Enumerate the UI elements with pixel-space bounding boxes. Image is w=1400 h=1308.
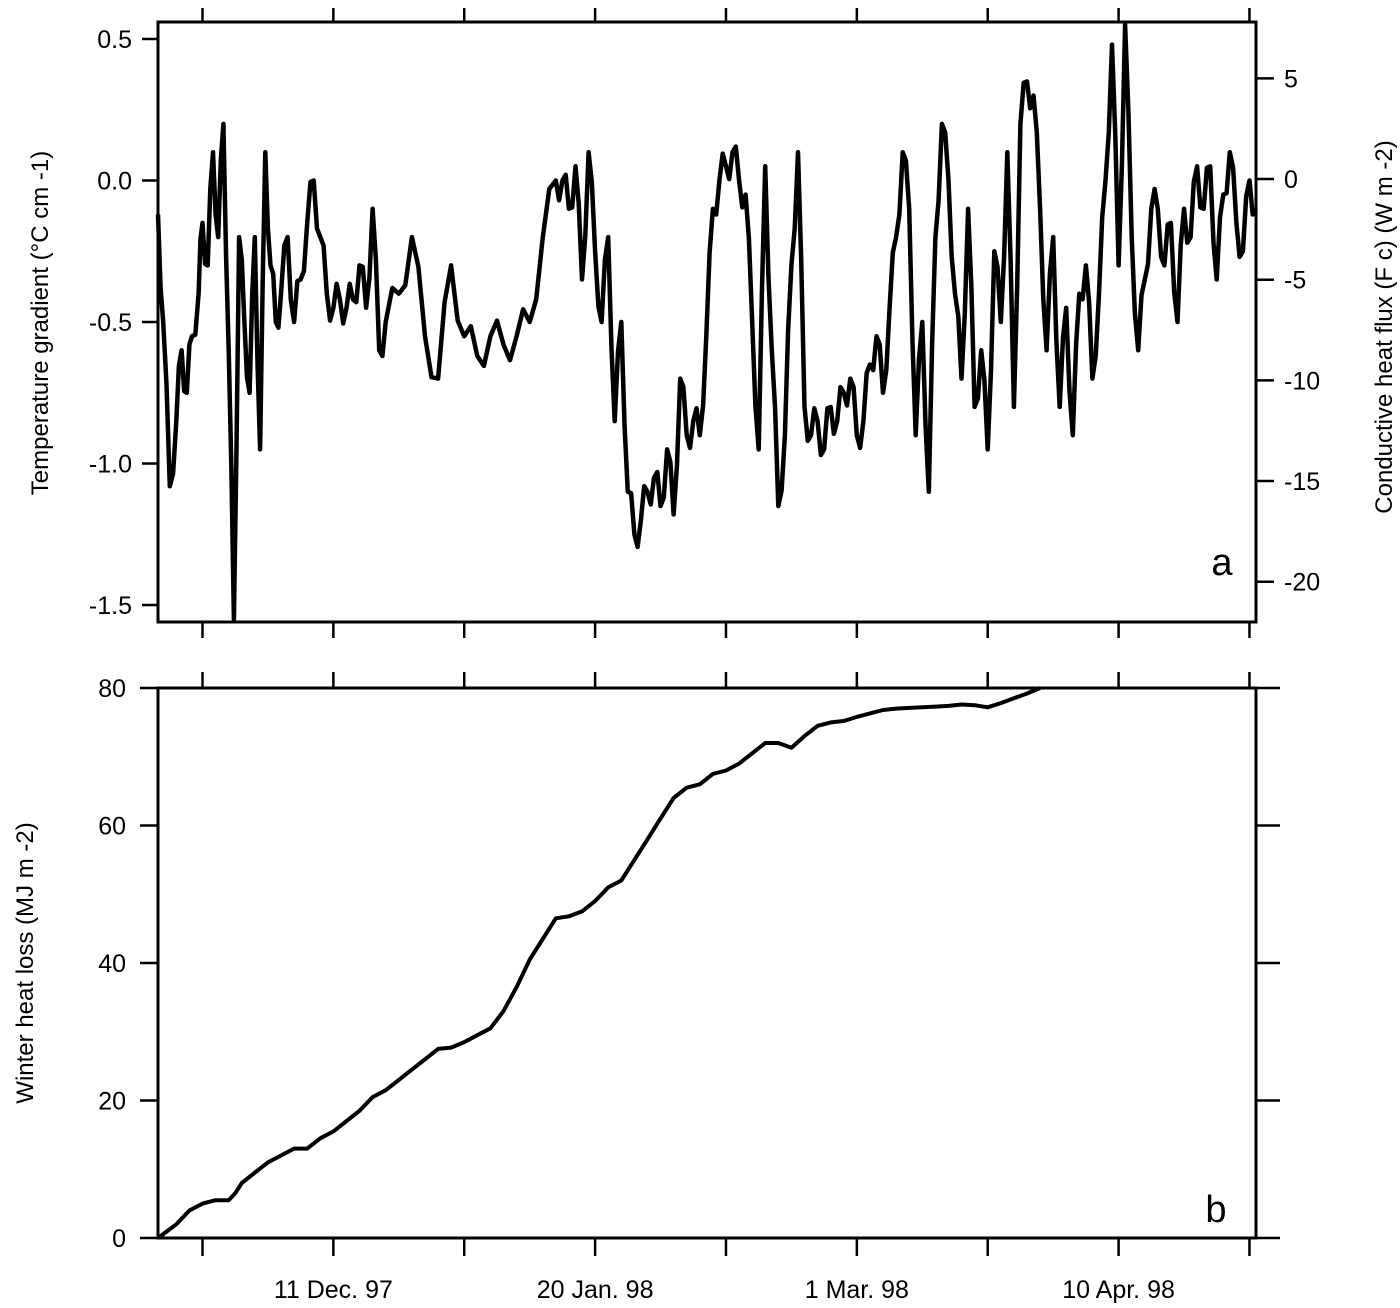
panel-a-left-y-axis: 0.5 0.0 -0.5 -1.0 -1.5 [89,26,158,620]
y-right-tick-label: -15 [1284,468,1320,496]
y-tick-label: -1.5 [89,592,132,620]
y-tick-label: -1.0 [89,451,132,479]
panel-b-frame [156,686,1258,1240]
y-tick-label: 0.5 [97,26,132,54]
y-tick-label: -0.5 [89,309,132,337]
panel-b-top-x-ticks [201,672,1251,688]
y-tick-label: 0 [112,1225,126,1253]
y-right-tick-label: -10 [1284,367,1320,395]
panel-a-right-axis-title: Conductive heat flux (F c) (W m -2) [1371,140,1398,513]
temperature-gradient-line [155,22,1258,622]
y-tick-label: 40 [98,950,126,978]
panel-b-left-y-axis: 0 20 40 60 80 [98,675,158,1253]
panel-a-label: a [1211,542,1233,584]
panel-b: 0 20 40 60 80 Winter heat loss (MJ m -2) b 1… [12,672,1280,1304]
y-tick-label: 20 [98,1088,126,1116]
x-tick-label: 1 Mar. 98 [805,1276,909,1304]
panel-b-label: b [1205,1189,1226,1231]
y-right-tick-label: 0 [1284,166,1298,194]
x-tick-label: 20 Jan. 98 [537,1276,654,1304]
y-right-tick-label: 5 [1284,65,1298,93]
panel-b-left-axis-title: Winter heat loss (MJ m -2) [12,822,39,1103]
x-tick-label: 10 Apr. 98 [1062,1276,1175,1304]
x-axis-date-labels: 11 Dec. 97 20 Jan. 98 1 Mar. 98 10 Apr. 98 [274,1276,1175,1304]
y-right-tick-label: -20 [1284,569,1320,597]
panel-a-top-x-ticks [201,8,1251,22]
panel-a-bottom-x-ticks [201,622,1251,638]
panel-a-right-y-axis: 5 0 -5 -10 -15 -20 [1256,65,1320,597]
y-tick-label: 0.0 [97,167,132,195]
panel-a: 0.5 0.0 -0.5 -1.0 -1.5 5 0 -5 -10 -15 -20 Tempera… [27,8,1398,638]
winter-heat-loss-line [156,686,1041,1240]
x-tick-label: 11 Dec. 97 [274,1276,393,1304]
panel-a-left-axis-title: Temperature gradient (°C cm -1) [27,151,54,495]
y-tick-label: 60 [98,813,126,841]
y-tick-label: 80 [98,675,126,703]
panel-b-bottom-x-ticks [201,1238,1251,1256]
panel-b-right-y-ticks [1256,686,1280,1240]
y-right-tick-label: -5 [1284,267,1306,295]
